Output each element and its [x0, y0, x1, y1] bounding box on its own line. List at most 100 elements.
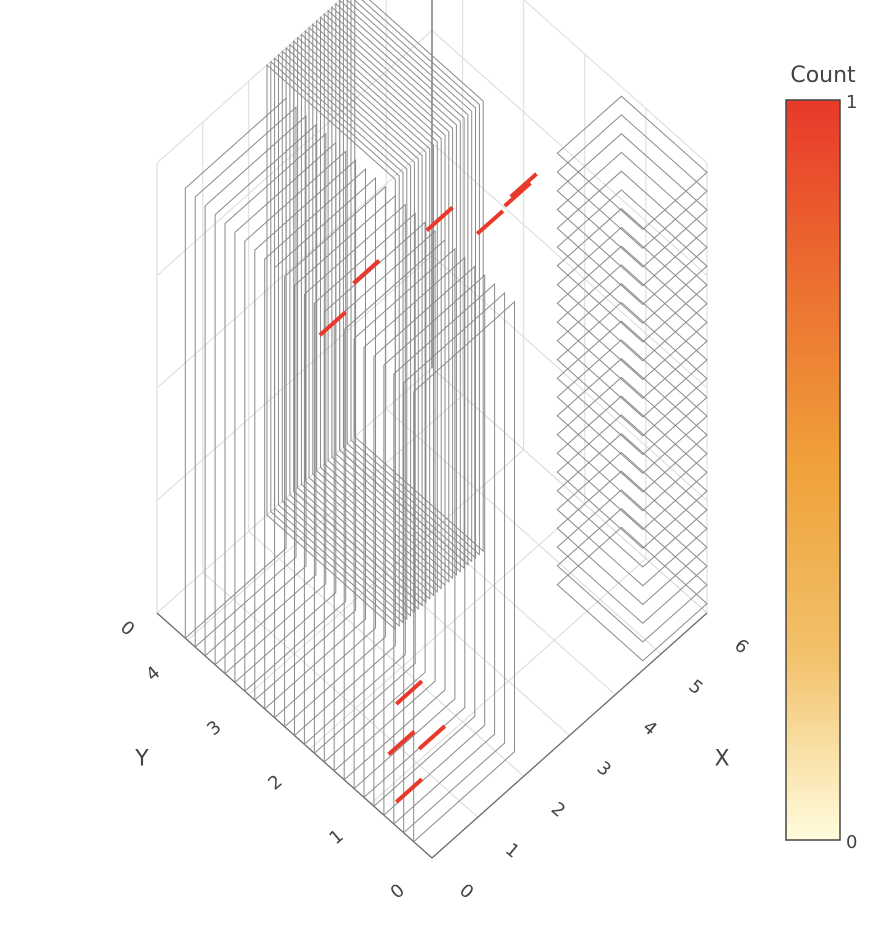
z-slice: [556, 376, 708, 512]
z-slice: [556, 508, 708, 643]
z-slice: [556, 358, 708, 493]
wall-gridline-z: [431, 367, 708, 614]
y-slice: [333, 229, 436, 773]
z-slice: [556, 526, 708, 662]
colorbar-tick-min: 0: [846, 832, 857, 853]
x-slice: [335, 2, 465, 570]
wall-gridline-z: [523, 0, 708, 164]
y-axis-title: Y: [134, 747, 149, 772]
z-slice: [556, 320, 708, 456]
wall-gridline-z: [156, 0, 341, 164]
floor-gridline-y: [309, 503, 586, 750]
x-axis-title: X: [714, 747, 729, 772]
wall-gridline-z: [431, 30, 708, 276]
x-slice: [331, 6, 461, 573]
x-slice: [342, 0, 473, 563]
y-tick-label: 3: [203, 717, 225, 740]
y-tick-label: 1: [325, 825, 347, 848]
z-slice: [556, 114, 708, 249]
x-slice: [339, 0, 469, 566]
z-slice: [556, 208, 708, 343]
y-slice: [284, 185, 386, 728]
count-cell: [352, 259, 381, 285]
floor-gridline-y: [187, 394, 463, 641]
y-slice: [383, 274, 486, 817]
x-slice: [350, 0, 480, 556]
x-slice: [320, 16, 450, 583]
x-tick-label: 5: [684, 676, 706, 699]
x-slice: [346, 0, 476, 560]
y-slice: [264, 167, 366, 711]
x-slice: [274, 57, 404, 624]
count-cell: [318, 310, 347, 337]
x-slice: [266, 63, 396, 631]
x-tick-label: 0: [455, 880, 477, 903]
x-slice: [304, 29, 434, 597]
z-slice: [556, 133, 708, 268]
count-cell: [503, 181, 532, 208]
count-cell: [394, 679, 424, 706]
x-tick-label: 1: [501, 839, 523, 862]
x-slice: [327, 9, 457, 577]
colorbar-title: Count: [790, 63, 856, 88]
z-slice: [556, 170, 708, 306]
x-slice: [281, 50, 412, 617]
wall-gridline-z: [431, 255, 708, 501]
x-tick-label: 4: [638, 717, 660, 740]
z-slice: [556, 264, 708, 399]
count-cell: [475, 209, 505, 236]
y-tick-label: 0: [387, 880, 409, 903]
count-cell: [509, 172, 538, 199]
wall-gridline-z: [431, 142, 708, 389]
x-slice: [289, 43, 419, 611]
x-slice: [278, 53, 408, 621]
count-cell: [417, 724, 447, 751]
y-slice: [254, 159, 357, 702]
z-slice: [556, 245, 708, 381]
z-slice: [556, 95, 708, 231]
z-slice: [556, 470, 708, 606]
x-slice: [285, 46, 415, 614]
floor-gridline-x: [385, 408, 662, 655]
y-slice: [204, 114, 307, 658]
x-slice: [293, 40, 423, 607]
y-slice: [303, 203, 406, 746]
y-tick-label: 4: [142, 662, 164, 685]
floor-gridline-x: [294, 490, 570, 736]
y-slice: [244, 150, 347, 693]
y-slice: [214, 123, 317, 666]
y-slice: [194, 106, 297, 649]
x-tick-label: 2: [547, 798, 569, 821]
z-slice: [556, 395, 708, 531]
floor-gridline-x: [339, 449, 616, 696]
slice-wireframes: [184, 0, 708, 843]
highlighted-cells: [318, 172, 538, 804]
y-tick-label: 2: [264, 771, 286, 794]
x-slice: [270, 60, 400, 628]
y-slice: [373, 265, 476, 808]
wall-gridline-z: [156, 30, 433, 276]
y-slice: [313, 212, 416, 755]
scene-gridlines: [156, 0, 708, 859]
z-slice: [556, 489, 708, 624]
x-slice: [323, 12, 454, 580]
y-slice: [393, 282, 496, 826]
z-slice: [556, 151, 708, 287]
z-slice: [556, 451, 708, 587]
wall-gridline-z: [156, 142, 433, 389]
z-slice: [556, 189, 708, 324]
x-slice: [297, 36, 427, 604]
y-slice: [413, 300, 515, 843]
x-slice: [312, 23, 442, 590]
x-slice: [316, 19, 446, 587]
z-slice: [556, 433, 708, 568]
z-slice: [556, 414, 708, 549]
z-tick-label: 0: [116, 617, 138, 640]
x-slice: [308, 26, 438, 594]
count-cell: [394, 777, 424, 804]
x-axis-line: [431, 612, 708, 859]
z-slice: [556, 283, 708, 418]
count-cell: [387, 730, 416, 756]
